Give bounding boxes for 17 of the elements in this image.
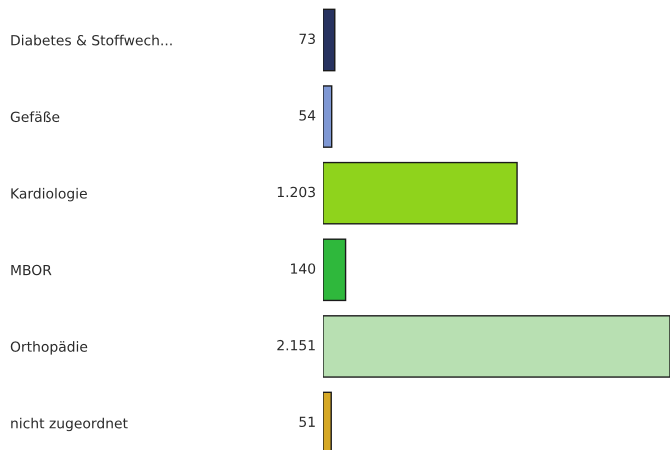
bar: [323, 238, 346, 302]
data-label: 51: [299, 416, 315, 428]
y-tick-label: Gefäße: [10, 111, 60, 122]
data-label: 2.151: [277, 340, 315, 350]
y-tick-label: nicht zugeordnet: [11, 418, 128, 432]
y-tick-label: Diabetes & Stoffwech...: [11, 34, 172, 46]
bar: [323, 8, 336, 72]
data-label: 54: [299, 110, 316, 121]
y-tick-label: MBOR: [11, 264, 52, 276]
bar: [323, 315, 670, 378]
y-tick-label: Orthopädie: [10, 341, 88, 355]
data-label: 1.203: [278, 186, 315, 198]
bar: [323, 85, 332, 148]
data-label: 73: [300, 34, 315, 44]
data-label: 140: [291, 263, 316, 274]
y-tick-label: Kardiologie: [11, 188, 87, 202]
bar: [323, 162, 518, 225]
